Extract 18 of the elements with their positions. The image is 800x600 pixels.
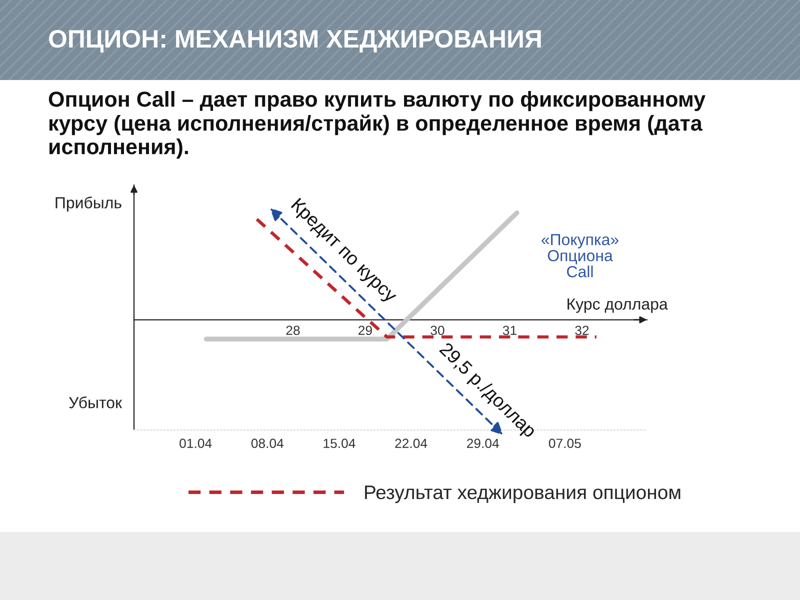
x2-tick-label: 08.04 [251,438,284,448]
annotation: «Покупка» Опциона Call [542,234,618,278]
x2-tick-label: 22.04 [395,438,428,448]
x-tick-label: 32 [575,326,589,336]
chart-subtitle: Опцион Call – дает право купить валюту по фиксированному курсу (цена исполнения/страйк) в определенное время (дата исполнения). [48,91,706,159]
x2-tick-label: 15.04 [324,438,356,448]
x2-tick-label: 07.05 [548,438,581,448]
x-tick-label: 31 [502,326,516,336]
x2-tick-label: 29.04 [466,438,499,448]
text: Прибыль [56,196,122,212]
x-axis-title: Курс доллара [568,298,668,313]
text: Результат хеджирования опционом [365,486,680,504]
chart-title: ОПЦИОН: МЕХАНИЗМ ХЕДЖИРОВАНИЯ [49,30,541,52]
x-tick-label: 30 [430,326,444,336]
x2-tick-label: 01.04 [180,438,212,448]
text: Убыток [69,396,122,408]
x-tick-label: 29 [358,326,372,336]
x-tick-label: 28 [286,326,300,336]
